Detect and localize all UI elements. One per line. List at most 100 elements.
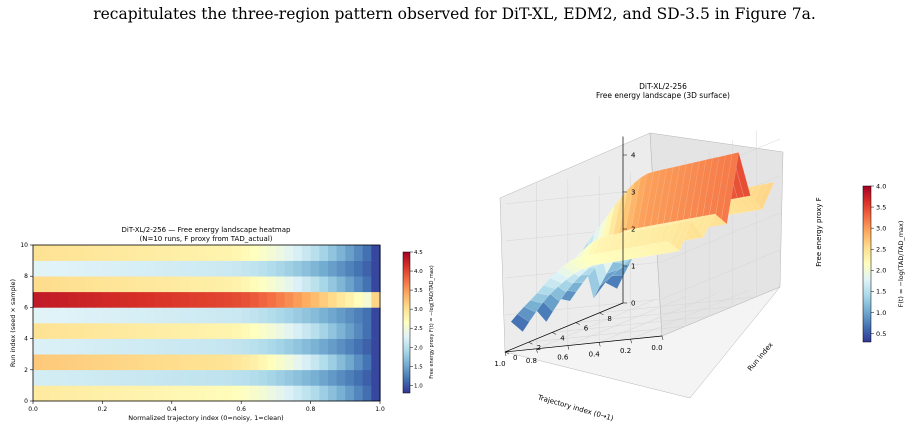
heatmap-cell	[137, 260, 147, 277]
heatmap-cell	[180, 245, 190, 261]
heatmap-y-tick-label: 8	[24, 273, 28, 280]
surface-y-tick	[575, 322, 580, 325]
heatmap-cell	[85, 276, 95, 293]
heatmap-cell	[197, 338, 208, 355]
heatmap-cell	[362, 291, 372, 308]
heatmap-cell	[119, 323, 130, 339]
heatmap-cell	[258, 260, 268, 277]
heatmap-cell	[241, 354, 251, 371]
heatmap-cell	[336, 338, 346, 355]
heatmap-cell	[336, 260, 346, 277]
heatmap-x-tick-label: 0.0	[28, 406, 38, 413]
heatmap-cell	[119, 291, 130, 308]
heatmap-cell	[336, 245, 346, 261]
heatmap-cell	[171, 260, 182, 277]
heatmap-cell	[206, 354, 216, 371]
heatmap-cell	[258, 385, 268, 402]
heatmap-cell	[145, 338, 156, 355]
heatmap-colorbar-tick-label: 2.0	[414, 345, 423, 351]
heatmap-cell	[249, 354, 260, 371]
heatmap-cell	[41, 291, 51, 308]
heatmap-cell	[145, 260, 156, 277]
heatmap-cell	[102, 338, 112, 355]
heatmap-cell	[76, 291, 86, 308]
surface-x-label: Trajectory index (0→1)	[536, 393, 615, 423]
heatmap-cell	[215, 307, 225, 324]
heatmap-cell	[67, 369, 77, 386]
surface-colorbar-tick-label: 1.0	[876, 309, 886, 317]
surface-z-tick-label: 0	[631, 300, 635, 308]
heatmap-cell	[223, 323, 234, 339]
heatmap-cell	[180, 260, 190, 277]
heatmap-cell	[275, 291, 286, 308]
heatmap-cell	[215, 276, 225, 293]
heatmap-cell	[319, 276, 329, 293]
heatmap-cell	[50, 369, 60, 386]
heatmap-cell	[336, 291, 346, 308]
heatmap-cell	[163, 369, 173, 386]
heatmap-cell	[258, 291, 268, 308]
heatmap-cell	[345, 354, 355, 371]
heatmap-cell	[119, 245, 130, 261]
surface-x-tick-label: 0.8	[526, 357, 537, 365]
heatmap-colorbar-tick-label: 2.5	[414, 326, 423, 332]
heatmap-cell	[41, 385, 51, 402]
heatmap-cell	[362, 260, 372, 277]
heatmap-cell	[223, 276, 234, 293]
surface-x-tick-label: 0.4	[589, 350, 601, 358]
heatmap-cell	[154, 260, 164, 277]
heatmap-cell	[93, 338, 103, 355]
heatmap-cell	[206, 385, 216, 402]
heatmap-cell	[93, 245, 103, 261]
heatmap-cell	[137, 245, 147, 261]
heatmap-cell	[50, 323, 60, 339]
heatmap-cell	[223, 307, 234, 324]
heatmap-cell	[93, 276, 103, 293]
heatmap-cell	[76, 276, 86, 293]
heatmap-cell	[241, 323, 251, 339]
heatmap-cell	[197, 354, 208, 371]
heatmap-cell	[232, 245, 242, 261]
heatmap-cell	[33, 260, 43, 277]
heatmap-cell	[345, 245, 355, 261]
surface-gridline	[630, 289, 749, 340]
surface-x-tick-label: 0.2	[620, 347, 631, 355]
heatmap-cell	[111, 260, 121, 277]
heatmap-cell	[345, 260, 355, 277]
surface-face	[543, 277, 563, 290]
heatmap-cell	[33, 369, 43, 386]
heatmap-cell	[362, 369, 372, 386]
heatmap-cell	[232, 291, 242, 308]
heatmap-cell	[189, 260, 199, 277]
heatmap-cell	[232, 369, 242, 386]
heatmap-cell	[102, 323, 112, 339]
heatmap-cell	[206, 276, 216, 293]
heatmap-cell	[310, 260, 320, 277]
heatmap-subtitle: (N=10 runs, F proxy from TAD_actual)	[139, 235, 272, 243]
heatmap-cell	[319, 323, 329, 339]
heatmap-cell	[241, 385, 251, 402]
surface-y-tick-label: 6	[584, 325, 589, 333]
surface-colorbar-label: F(t) = −log(TAD/TAD_max)	[897, 221, 905, 308]
heatmap-cell	[371, 354, 381, 371]
heatmap-frame	[32, 244, 381, 402]
heatmap-cell	[258, 307, 268, 324]
heatmap-cell	[327, 245, 338, 261]
heatmap-cell	[232, 338, 242, 355]
heatmap-cell	[41, 338, 51, 355]
heatmap-cell	[327, 323, 338, 339]
heatmap-cell	[59, 260, 69, 277]
surface-face	[661, 240, 681, 253]
heatmap-cell	[284, 260, 294, 277]
heatmap-cell	[154, 338, 164, 355]
heatmap-cell	[33, 354, 43, 371]
heatmap-cell	[76, 323, 86, 339]
surface-gridline	[575, 306, 733, 323]
heatmap-cell	[310, 245, 320, 261]
heatmap-cell	[336, 323, 346, 339]
heatmap-cell	[180, 385, 190, 402]
heatmap-cell	[50, 385, 60, 402]
heatmap-cell	[197, 245, 208, 261]
heatmap-cell	[137, 369, 147, 386]
heatmap-cell	[249, 369, 260, 386]
